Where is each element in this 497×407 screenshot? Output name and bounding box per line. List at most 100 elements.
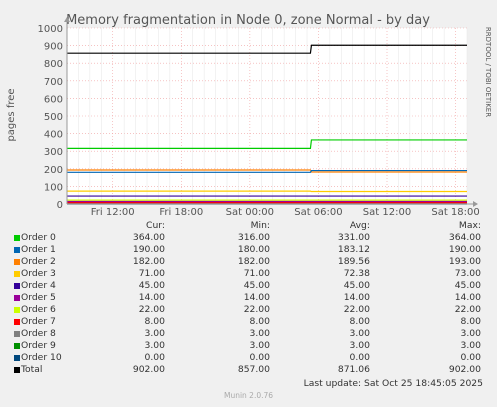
legend-header: Cur: Min: Avg: Max:	[0, 220, 497, 232]
legend-row: Order 3 71.00 71.00 72.38 73.00	[0, 268, 497, 280]
avg-value: 871.06	[337, 364, 370, 375]
chart: Memory fragmentation in Node 0, zone Nor…	[6, 13, 492, 215]
y-tick-label: 0	[57, 200, 63, 211]
min-value: 45.00	[243, 280, 270, 291]
footer-version: Munin 2.0.76	[223, 391, 274, 400]
min-value: 180.00	[237, 244, 270, 255]
min-value: 0.00	[249, 352, 270, 363]
max-value: 8.00	[460, 316, 481, 327]
y-tick-label: 500	[44, 112, 63, 123]
y-tick-label: 700	[44, 77, 63, 88]
max-value: 364.00	[448, 232, 481, 243]
cur-value: 3.00	[144, 328, 165, 339]
y-tick-label: 300	[44, 147, 63, 158]
legend-row: Order 4 45.00 45.00 45.00 45.00	[0, 280, 497, 292]
avg-value: 3.00	[349, 340, 370, 351]
swatch-order-9	[14, 343, 20, 349]
cur-value: 14.00	[138, 292, 165, 303]
x-tick-label: Sat 06:00	[294, 207, 342, 215]
min-value: 22.00	[243, 304, 270, 315]
series-line	[67, 44, 467, 54]
y-tick-label: 800	[44, 59, 63, 70]
swatch-order-2	[14, 259, 20, 265]
swatch-order-8	[14, 331, 20, 337]
legend-name: Order 3	[21, 268, 56, 279]
y-tick-label: 100	[44, 182, 63, 193]
legend-name: Order 9	[21, 340, 56, 351]
series-lines	[67, 44, 467, 205]
cur-value: 0.00	[144, 352, 165, 363]
y-tick-label: 900	[44, 42, 63, 53]
legend-row: Order 1 190.00 180.00 183.12 190.00	[0, 244, 497, 256]
legend-name: Order 8	[21, 328, 56, 339]
legend-row: Order 5 14.00 14.00 14.00 14.00	[0, 292, 497, 304]
header-min: Min:	[250, 220, 270, 231]
cur-value: 22.00	[138, 304, 165, 315]
max-value: 0.00	[460, 352, 481, 363]
x-tick-label: Sat 18:00	[431, 207, 479, 215]
max-value: 193.00	[448, 256, 481, 267]
legend-row: Order 6 22.00 22.00 22.00 22.00	[0, 304, 497, 316]
max-value: 902.00	[448, 364, 481, 375]
min-value: 14.00	[243, 292, 270, 303]
cur-value: 3.00	[144, 340, 165, 351]
legend-row: Order 10 0.00 0.00 0.00 0.00	[0, 352, 497, 364]
legend-row: Order 7 8.00 8.00 8.00 8.00	[0, 316, 497, 328]
legend-name: Order 7	[21, 316, 56, 327]
y-axis-arrow-icon	[64, 17, 70, 22]
legend-row: Order 2 182.00 182.00 189.56 193.00	[0, 256, 497, 268]
legend-row: Order 0 364.00 316.00 331.00 364.00	[0, 232, 497, 244]
x-tick-label: Sat 12:00	[363, 207, 411, 215]
swatch-order-1	[14, 247, 20, 253]
legend-name: Order 6	[21, 304, 56, 315]
legend-name: Order 4	[21, 280, 56, 291]
swatch-order-4	[14, 283, 20, 289]
axes: 0 100 200 300 400 500 600 700 800 900 1000 Fri 12:0…	[38, 17, 480, 215]
side-watermark: RRDTOOL / TOBI OETIKER	[484, 27, 492, 117]
min-value: 182.00	[237, 256, 270, 267]
cur-value: 364.00	[132, 232, 165, 243]
header-avg: Avg:	[349, 220, 370, 231]
swatch-order-3	[14, 271, 20, 277]
max-value: 3.00	[460, 328, 481, 339]
legend-name: Total	[21, 364, 43, 375]
max-value: 22.00	[454, 304, 481, 315]
max-value: 45.00	[454, 280, 481, 291]
swatch-total	[14, 367, 20, 373]
min-value: 8.00	[249, 316, 270, 327]
min-value: 3.00	[249, 340, 270, 351]
legend-row: Total 902.00 857.00 871.06 902.00	[0, 364, 497, 376]
min-value: 857.00	[237, 364, 270, 375]
max-value: 3.00	[460, 340, 481, 351]
y-tick-label: 1000	[38, 24, 63, 35]
min-value: 3.00	[249, 328, 270, 339]
avg-value: 45.00	[343, 280, 370, 291]
legend-row: Order 9 3.00 3.00 3.00 3.00	[0, 340, 497, 352]
chart-title: Memory fragmentation in Node 0, zone Nor…	[66, 13, 430, 28]
last-update: Last update: Sat Oct 25 18:45:05 2025	[303, 378, 483, 389]
avg-value: 22.00	[343, 304, 370, 315]
legend-name: Order 5	[21, 292, 56, 303]
legend-name: Order 10	[21, 352, 62, 363]
grid	[66, 27, 468, 204]
cur-value: 8.00	[144, 316, 165, 327]
series-line	[67, 139, 467, 149]
max-value: 14.00	[454, 292, 481, 303]
legend-row: Order 8 3.00 3.00 3.00 3.00	[0, 328, 497, 340]
cur-value: 190.00	[132, 244, 165, 255]
avg-value: 72.38	[343, 268, 370, 279]
avg-value: 8.00	[349, 316, 370, 327]
y-tick-label: 400	[44, 130, 63, 141]
swatch-order-6	[14, 307, 20, 313]
x-tick-label: Fri 12:00	[91, 207, 135, 215]
max-value: 73.00	[454, 268, 481, 279]
min-value: 316.00	[237, 232, 270, 243]
cur-value: 45.00	[138, 280, 165, 291]
header-max: Max:	[458, 220, 481, 231]
y-tick-label: 600	[44, 94, 63, 105]
avg-value: 3.00	[349, 328, 370, 339]
swatch-order-0	[14, 235, 20, 241]
avg-value: 0.00	[349, 352, 370, 363]
x-tick-label: Fri 18:00	[159, 207, 203, 215]
x-axis-arrow-icon	[473, 201, 478, 207]
